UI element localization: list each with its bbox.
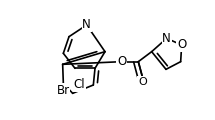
Text: O: O [177, 39, 186, 51]
Text: Cl: Cl [74, 78, 85, 92]
Text: O: O [138, 77, 147, 87]
Text: N: N [162, 32, 171, 45]
Text: O: O [117, 55, 126, 68]
Text: N: N [82, 18, 91, 31]
Text: Br: Br [57, 84, 70, 97]
